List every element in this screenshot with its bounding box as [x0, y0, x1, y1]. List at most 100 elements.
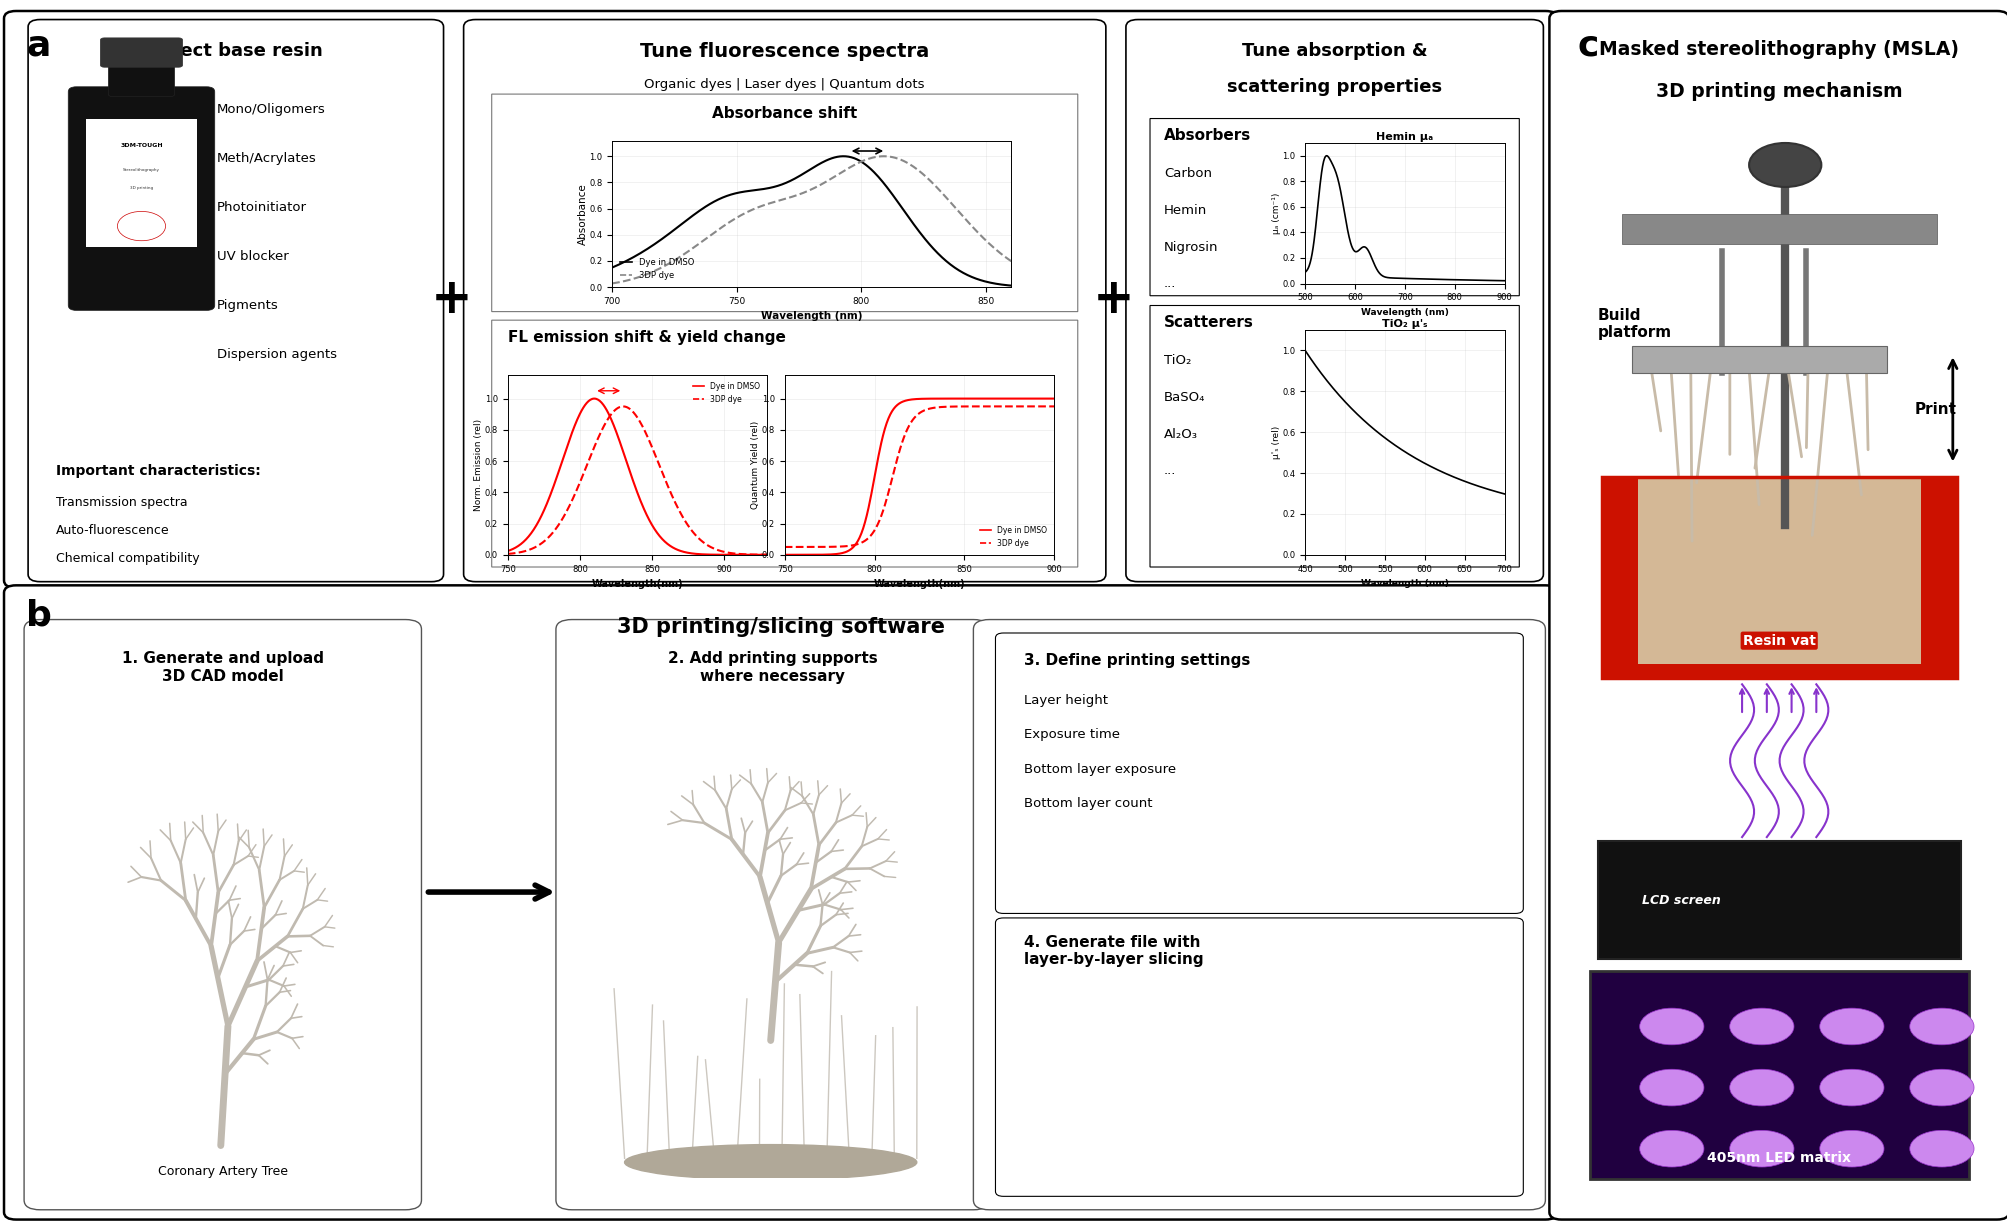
Ellipse shape — [1640, 1130, 1704, 1167]
X-axis label: Wavelength (nm): Wavelength (nm) — [1361, 579, 1449, 588]
Text: 4. Generate file with
layer-by-layer slicing: 4. Generate file with layer-by-layer sli… — [1024, 935, 1202, 968]
Text: 2. Add printing supports
where necessary: 2. Add printing supports where necessary — [668, 651, 877, 684]
Y-axis label: Norm. Emission (rel): Norm. Emission (rel) — [474, 419, 484, 511]
FancyBboxPatch shape — [973, 620, 1545, 1210]
Text: a: a — [26, 28, 50, 62]
X-axis label: Wavelength(nm): Wavelength(nm) — [873, 579, 965, 589]
FancyBboxPatch shape — [24, 620, 421, 1210]
Text: LCD screen: LCD screen — [1642, 893, 1720, 907]
Ellipse shape — [1820, 1130, 1885, 1167]
Text: 1. Generate and upload
3D CAD model: 1. Generate and upload 3D CAD model — [122, 651, 323, 684]
Text: ...: ... — [1164, 464, 1176, 478]
Text: Coronary Artery Tree: Coronary Artery Tree — [159, 1165, 287, 1178]
Text: 3DM-TOUGH: 3DM-TOUGH — [120, 143, 163, 148]
X-axis label: Wavelength (nm): Wavelength (nm) — [761, 312, 863, 321]
Text: Select base resin: Select base resin — [149, 42, 323, 60]
FancyBboxPatch shape — [4, 11, 1557, 588]
Ellipse shape — [1911, 1069, 1975, 1106]
Text: Important characteristics:: Important characteristics: — [56, 464, 261, 478]
Ellipse shape — [1640, 1069, 1704, 1106]
Ellipse shape — [1730, 1008, 1794, 1045]
Text: Absorbance shift: Absorbance shift — [712, 106, 857, 121]
Bar — [1632, 346, 1887, 373]
Legend: Dye in DMSO, 3DP dye: Dye in DMSO, 3DP dye — [616, 254, 698, 284]
Y-axis label: μₐ (cm⁻¹): μₐ (cm⁻¹) — [1272, 193, 1280, 233]
Text: Layer height: Layer height — [1024, 694, 1108, 708]
Bar — [1602, 477, 1957, 678]
Bar — [1602, 477, 1957, 678]
Text: 405nm LED matrix: 405nm LED matrix — [1708, 1151, 1850, 1165]
Text: TiO₂: TiO₂ — [1164, 354, 1192, 368]
Text: b: b — [26, 599, 52, 633]
FancyBboxPatch shape — [108, 55, 175, 97]
Ellipse shape — [1640, 1008, 1704, 1045]
X-axis label: Wavelength(nm): Wavelength(nm) — [592, 579, 682, 589]
FancyBboxPatch shape — [86, 119, 197, 247]
Y-axis label: Absorbance: Absorbance — [578, 183, 588, 244]
Text: Mono/Oligomers: Mono/Oligomers — [217, 104, 325, 116]
Ellipse shape — [1911, 1008, 1975, 1045]
Text: FL emission shift & yield change: FL emission shift & yield change — [508, 330, 785, 345]
Text: Absorbers: Absorbers — [1164, 128, 1250, 143]
Text: Meth/Acrylates: Meth/Acrylates — [217, 153, 317, 165]
Text: Auto-fluorescence: Auto-fluorescence — [56, 524, 171, 538]
FancyBboxPatch shape — [1150, 306, 1519, 567]
Text: Tune absorption &: Tune absorption & — [1242, 42, 1427, 60]
Text: Scatterers: Scatterers — [1164, 315, 1254, 330]
Ellipse shape — [1911, 1130, 1975, 1167]
Ellipse shape — [1820, 1069, 1885, 1106]
Ellipse shape — [624, 1145, 917, 1180]
Text: +: + — [432, 275, 472, 324]
Text: Masked stereolithography (MSLA): Masked stereolithography (MSLA) — [1600, 40, 1959, 60]
Text: Build
platform: Build platform — [1598, 308, 1672, 340]
Circle shape — [1750, 143, 1822, 187]
Text: Photoinitiator: Photoinitiator — [217, 202, 307, 214]
Text: +: + — [1094, 275, 1134, 324]
Ellipse shape — [1820, 1008, 1885, 1045]
Bar — [1590, 971, 1969, 1179]
Text: Al₂O₃: Al₂O₃ — [1164, 428, 1198, 441]
Text: Carbon: Carbon — [1164, 167, 1212, 181]
Text: 3. Define printing settings: 3. Define printing settings — [1024, 653, 1250, 667]
Text: Exposure time: Exposure time — [1024, 728, 1120, 742]
Bar — [1622, 214, 1937, 244]
Y-axis label: Quantum Yield (rel): Quantum Yield (rel) — [751, 420, 761, 510]
FancyBboxPatch shape — [492, 94, 1078, 312]
Text: Dispersion agents: Dispersion agents — [217, 348, 337, 360]
FancyBboxPatch shape — [556, 620, 989, 1210]
FancyBboxPatch shape — [464, 20, 1106, 582]
Legend: Dye in DMSO, 3DP dye: Dye in DMSO, 3DP dye — [690, 379, 763, 407]
Bar — [1921, 477, 1957, 678]
Text: UV blocker: UV blocker — [217, 251, 289, 263]
FancyBboxPatch shape — [28, 20, 444, 582]
Text: Organic dyes | Laser dyes | Quantum dots: Organic dyes | Laser dyes | Quantum dots — [644, 78, 925, 92]
Text: scattering properties: scattering properties — [1226, 78, 1443, 97]
Text: c: c — [1578, 28, 1600, 62]
Text: 3D printing: 3D printing — [130, 187, 153, 191]
X-axis label: Wavelength (nm): Wavelength (nm) — [1361, 308, 1449, 316]
Y-axis label: μ'ₛ (rel): μ'ₛ (rel) — [1272, 425, 1280, 459]
Text: Tune fluorescence spectra: Tune fluorescence spectra — [640, 42, 929, 61]
Bar — [1598, 841, 1961, 959]
Text: Nigrosin: Nigrosin — [1164, 241, 1218, 254]
FancyBboxPatch shape — [1150, 119, 1519, 296]
Text: 3D printing mechanism: 3D printing mechanism — [1656, 82, 1903, 101]
Text: 3D printing/slicing software: 3D printing/slicing software — [616, 617, 945, 637]
Bar — [1602, 664, 1957, 678]
Text: Print: Print — [1915, 402, 1957, 417]
Title: Hemin μₐ: Hemin μₐ — [1377, 132, 1433, 142]
Text: Transmission spectra: Transmission spectra — [56, 496, 189, 510]
FancyBboxPatch shape — [100, 38, 183, 67]
Title: TiO₂ μ'ₛ: TiO₂ μ'ₛ — [1383, 319, 1427, 329]
Text: Resin vat: Resin vat — [1742, 634, 1816, 648]
Text: Stereolithography: Stereolithography — [122, 169, 161, 172]
FancyBboxPatch shape — [995, 918, 1523, 1196]
Text: Chemical compatibility: Chemical compatibility — [56, 552, 201, 566]
FancyBboxPatch shape — [995, 633, 1523, 914]
Text: BaSO₄: BaSO₄ — [1164, 391, 1206, 404]
Bar — [1602, 477, 1638, 678]
Circle shape — [116, 211, 165, 241]
Text: Bottom layer count: Bottom layer count — [1024, 797, 1152, 810]
FancyBboxPatch shape — [68, 87, 215, 310]
Text: ...: ... — [1164, 277, 1176, 291]
